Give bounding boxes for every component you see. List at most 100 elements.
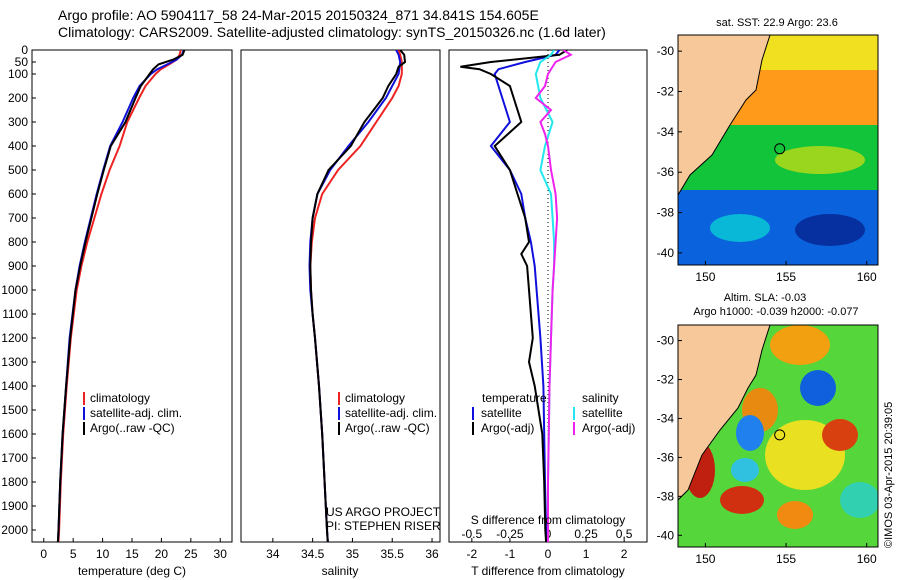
legend-label-climatology: climatology	[90, 391, 150, 405]
s-difference-xlabel: S difference from climatology	[471, 513, 626, 527]
x-tick-label: 25	[184, 547, 198, 561]
legend-title-salinity: salinity	[582, 391, 619, 405]
lat-tick-label: -36	[657, 165, 675, 179]
figure-title-line2: Climatology: CARS2009. Satellite-adjuste…	[58, 24, 606, 40]
australia-land	[678, 35, 771, 196]
sla-low-1	[800, 370, 836, 406]
lat-tick-label: -34	[657, 411, 675, 425]
depth-tick-label: 100	[8, 67, 28, 81]
depth-tick-label: 50	[15, 55, 29, 69]
depth-tick-label: 500	[8, 163, 28, 177]
x-tick-label: 0	[40, 547, 47, 561]
lon-tick-label: 160	[857, 552, 877, 566]
sst-map-title: sat. SST: 22.9 Argo: 23.6	[716, 17, 838, 29]
sst-cool-patch	[710, 214, 770, 242]
lat-tick-label: -30	[657, 44, 675, 58]
lat-tick-label: -36	[657, 450, 675, 464]
x-tick-label: 30	[214, 547, 228, 561]
depth-tick-label: 900	[8, 259, 28, 273]
sst-deep-cold	[795, 214, 865, 246]
sla-map: Altim. SLA: -0.03 Argo h1000: -0.039 h20…	[657, 292, 879, 566]
legend-label-sal-satellite: satellite	[582, 406, 623, 420]
legend-title-temperature: temperature	[482, 391, 547, 405]
legend-label-satellite-adj: satellite-adj. clim.	[345, 406, 437, 420]
series-line-temperature-argo-adj-	[460, 50, 568, 542]
sla-high-6	[720, 486, 764, 514]
lat-tick-label: -40	[657, 246, 675, 260]
difference-legend: temperature satellite Argo(-adj) salinit…	[472, 391, 635, 435]
temperature-x-axis: 0 5 10 15 20 25 30	[40, 538, 227, 561]
depth-tick-label: 800	[8, 235, 28, 249]
t-difference-xlabel: T difference from climatology	[471, 564, 625, 578]
sla-high-1	[770, 325, 830, 365]
sst-warm-eddy	[775, 146, 865, 174]
argo-location-marker	[774, 429, 786, 441]
lat-tick-label: -38	[657, 489, 675, 503]
x-tick-label: -1	[505, 547, 516, 561]
depth-tick-label: 1900	[1, 499, 28, 513]
x-tick-label: 34.5	[301, 547, 325, 561]
sla-lon-axis: 150 155 160	[695, 543, 877, 566]
legend-label-temp-argo: Argo(-adj)	[481, 421, 534, 435]
lat-tick-label: -34	[657, 125, 675, 139]
lon-tick-label: 150	[695, 270, 715, 284]
argo-location-marker	[774, 143, 786, 155]
depth-tick-label: 1300	[1, 355, 28, 369]
depth-tick-label: 1800	[1, 475, 28, 489]
depth-tick-label: 300	[8, 115, 28, 129]
series-line-argo-raw-qc-	[56, 50, 186, 542]
temperature-panel: 0501002003004005006007008009001000110012…	[1, 43, 233, 578]
sst-lon-axis: 150 155 160	[695, 261, 877, 284]
sst-lat-axis: -30 -32 -34 -36 -38 -40	[657, 44, 682, 260]
legend-label-sal-argo: Argo(-adj)	[582, 421, 635, 435]
x-tick-label: 35.5	[381, 547, 405, 561]
series-line-argo-raw-qc-	[309, 50, 407, 542]
depth-tick-label: 1600	[1, 427, 28, 441]
sla-low-2	[736, 415, 764, 451]
temperature-legend: climatology satellite-adj. clim. Argo(..…	[83, 391, 182, 435]
lon-tick-label: 160	[857, 270, 877, 284]
salinity-lines	[308, 50, 407, 542]
x-tick-label: 1	[583, 547, 590, 561]
sla-map-title-line1: Altim. SLA: -0.03	[724, 292, 807, 304]
depth-tick-label: 1400	[1, 379, 28, 393]
lat-tick-label: -30	[657, 334, 675, 348]
salinity-axes-frame	[240, 49, 441, 543]
sla-map-title-line2: Argo h1000: -0.039 h2000: -0.077	[693, 306, 858, 318]
lat-tick-label: -32	[657, 84, 675, 98]
lat-tick-label: -38	[657, 206, 675, 220]
depth-tick-label: 1100	[2, 307, 28, 321]
x-tick-label: 20	[155, 547, 169, 561]
x-tick-label: 5	[70, 547, 77, 561]
s-diff-tick-label: -0.5	[462, 527, 483, 541]
depth-tick-label: 0	[21, 43, 28, 57]
depth-tick-label: 1700	[1, 451, 28, 465]
depth-tick-label: 2000	[1, 523, 28, 537]
lat-tick-label: -32	[657, 373, 675, 387]
salinity-x-axis: 34 34.5 35 35.5 36	[266, 538, 439, 561]
salinity-legend: climatology satellite-adj. clim. Argo(..…	[338, 391, 437, 435]
sla-map-frame	[677, 324, 879, 548]
depth-tick-label: 400	[8, 139, 28, 153]
depth-tick-label: 1000	[1, 283, 28, 297]
lat-tick-label: -40	[657, 528, 675, 542]
x-tick-label: 0	[545, 547, 552, 561]
lon-tick-label: 155	[776, 552, 796, 566]
sla-high-7	[777, 501, 813, 529]
project-annotation: US ARGO PROJECT	[326, 505, 441, 519]
temperature-xlabel: temperature (deg C)	[78, 564, 186, 578]
depth-tick-label: 700	[8, 211, 28, 225]
x-tick-label: 36	[425, 547, 439, 561]
lon-tick-label: 155	[776, 270, 796, 284]
x-tick-label: 10	[96, 547, 110, 561]
sst-map: sat. SST: 22.9 Argo: 23.6 150 155 160 -30-…	[657, 17, 879, 284]
sla-low-4	[840, 482, 878, 518]
sla-lat-axis: -30 -32 -34 -36 -38 -40	[657, 334, 682, 542]
x-tick-label: -2	[467, 547, 478, 561]
sla-low-3	[731, 458, 759, 482]
imos-credit: ©IMOS 03-Apr-2015 20:39:05	[883, 402, 895, 548]
